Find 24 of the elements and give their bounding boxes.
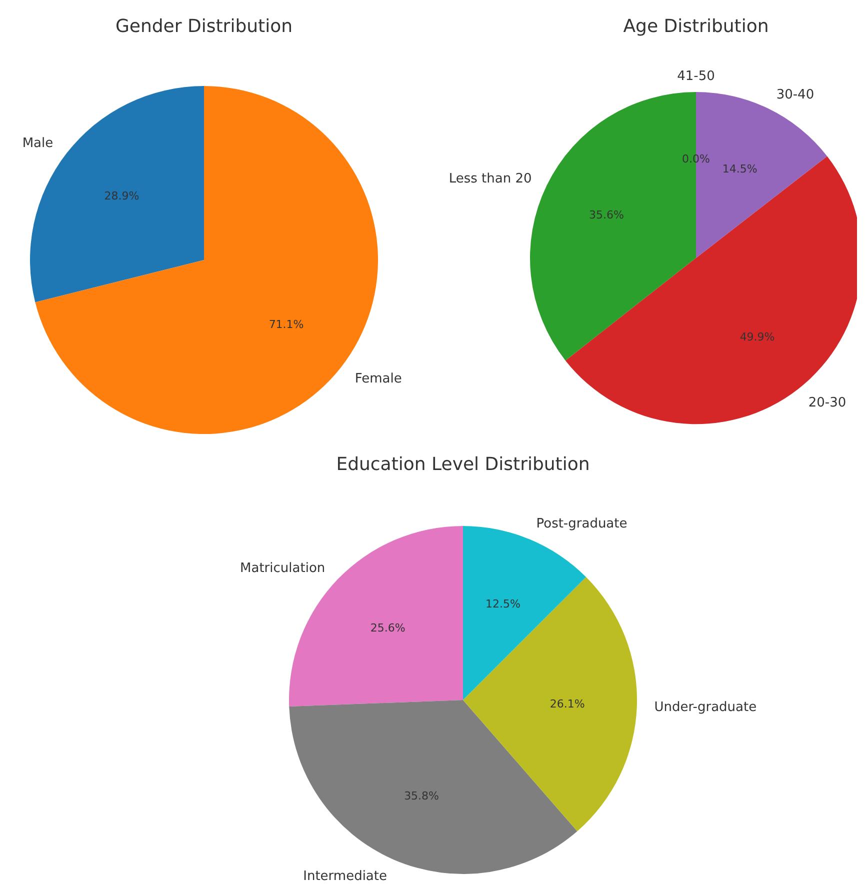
category-label: 41-50: [677, 68, 715, 84]
data-label: 25.6%: [370, 621, 406, 634]
data-label: 35.8%: [404, 790, 440, 803]
data-label: 28.9%: [104, 190, 140, 203]
slice-label: Female: [354, 371, 402, 386]
data-label: 49.9%: [740, 330, 775, 344]
chart-title: Age Distribution: [623, 16, 769, 37]
text: 0.0%: [682, 152, 710, 166]
slice-label: Under-graduate: [654, 700, 757, 716]
data-label: 35.6%: [588, 208, 624, 222]
slice-label: 20-30: [808, 395, 846, 410]
slice-label: Intermediate: [303, 869, 387, 884]
data-label: 12.5%: [485, 597, 520, 610]
data-label: 14.5%: [722, 162, 758, 176]
slice-label: Less than 20: [448, 172, 532, 187]
chart-title: Gender Distribution: [115, 16, 293, 37]
data-label: 26.1%: [550, 697, 585, 710]
pie-slice: [463, 576, 637, 832]
slice-label: Male: [22, 136, 54, 151]
chart-title: Education Level Distribution: [336, 454, 590, 475]
data-label: 71.1%: [268, 318, 304, 332]
slice-label: Post-graduate: [536, 516, 628, 532]
slice-label: Matriculation: [240, 560, 326, 576]
slice-label: 30-40: [776, 88, 814, 103]
